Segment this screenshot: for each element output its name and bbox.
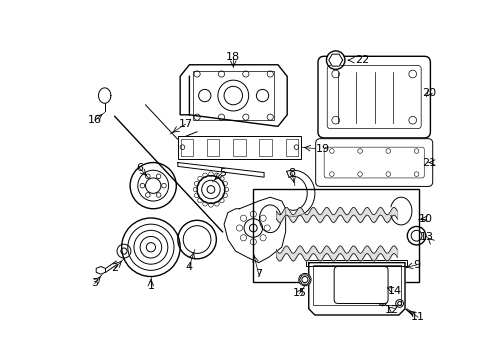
Text: 10: 10 xyxy=(418,214,432,224)
Text: 17: 17 xyxy=(178,119,192,129)
FancyBboxPatch shape xyxy=(315,139,432,186)
Text: 13: 13 xyxy=(420,232,433,242)
Text: 2: 2 xyxy=(111,263,118,273)
FancyBboxPatch shape xyxy=(333,266,387,303)
Polygon shape xyxy=(328,54,342,66)
Text: 21: 21 xyxy=(421,158,435,167)
Text: 20: 20 xyxy=(421,88,435,98)
Polygon shape xyxy=(299,275,310,284)
Text: 9: 9 xyxy=(412,260,419,270)
Text: 8: 8 xyxy=(287,167,295,177)
Text: 19: 19 xyxy=(315,144,329,154)
Polygon shape xyxy=(96,266,105,274)
Bar xyxy=(259,139,271,156)
Text: 15: 15 xyxy=(292,288,306,298)
Text: 22: 22 xyxy=(355,55,369,65)
Text: 7: 7 xyxy=(255,269,262,279)
Polygon shape xyxy=(180,65,286,126)
Text: 4: 4 xyxy=(185,261,193,271)
Text: 16: 16 xyxy=(87,115,102,125)
Bar xyxy=(207,139,219,156)
Bar xyxy=(181,139,193,156)
Bar xyxy=(285,139,297,156)
Bar xyxy=(178,136,301,159)
Bar xyxy=(312,265,400,305)
Text: 18: 18 xyxy=(226,52,240,62)
Bar xyxy=(193,71,274,120)
Bar xyxy=(306,260,407,266)
Bar xyxy=(233,139,245,156)
Polygon shape xyxy=(178,163,264,177)
Circle shape xyxy=(146,243,155,252)
Circle shape xyxy=(298,274,310,286)
Text: 6: 6 xyxy=(136,163,142,173)
Circle shape xyxy=(326,51,344,69)
Polygon shape xyxy=(224,197,285,263)
Text: 3: 3 xyxy=(91,278,98,288)
Bar xyxy=(253,189,418,282)
Text: 11: 11 xyxy=(410,312,424,322)
Text: 12: 12 xyxy=(384,305,398,315)
Polygon shape xyxy=(308,263,404,315)
Text: 14: 14 xyxy=(387,286,401,296)
FancyBboxPatch shape xyxy=(317,56,429,138)
Text: 5: 5 xyxy=(219,167,225,177)
Text: 1: 1 xyxy=(147,281,154,291)
